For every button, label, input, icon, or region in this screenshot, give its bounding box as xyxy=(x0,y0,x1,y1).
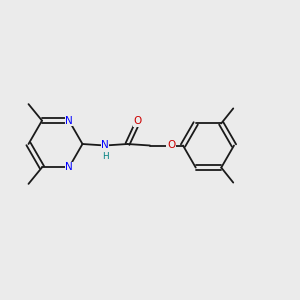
Text: N: N xyxy=(65,116,73,126)
Text: O: O xyxy=(133,116,142,126)
Text: N: N xyxy=(65,162,73,172)
Text: H: H xyxy=(102,152,108,161)
Text: O: O xyxy=(167,140,175,151)
Text: N: N xyxy=(101,140,109,151)
